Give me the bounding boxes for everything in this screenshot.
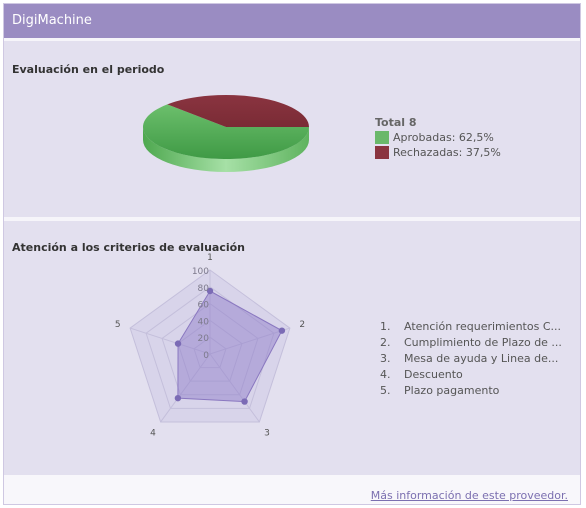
criteria-list-item: 3. Mesa de ayuda y Linea de... (380, 352, 559, 365)
radar-tick-label: 100 (192, 267, 209, 277)
legend-swatch (375, 131, 389, 144)
criteria-list: 1. Atención requerimientos C... 2. Cumplim… (380, 319, 562, 399)
radar-grid-ring (193, 336, 227, 369)
pie-slice-side (143, 127, 309, 172)
radar-tick-label: 0 (203, 351, 209, 361)
footer: Más información de este proveedor. (4, 475, 580, 504)
radar-tick-label: 20 (198, 334, 210, 344)
radar-tick-label: 40 (198, 317, 210, 327)
legend-swatch (375, 146, 389, 159)
radar-spoke (209, 353, 260, 423)
radar-data-point (174, 394, 182, 402)
radar-tick-label: 80 (198, 284, 210, 294)
criteria-list-item: 2. Cumplimiento de Plazo de ... (380, 336, 562, 349)
pie-slice-aprobadas (142, 104, 309, 159)
pie-slice-rechazadas (167, 95, 309, 127)
radar-data-point (174, 340, 182, 347)
legend-total: Total 8 (375, 116, 417, 129)
criteria-radar-chart: 0 20 40 60 80 100 1 2 3 4 5 (115, 253, 305, 438)
criteria-list-item: 5. Plazo pagamento (380, 384, 500, 397)
evaluation-title: Evaluación en el periodo (12, 63, 165, 76)
pie-legend: Total 8 Aprobadas: 62,5% Rechazadas: 37,… (375, 116, 501, 160)
radar-spoke (160, 353, 211, 423)
criteria-list-item: 4. Descuento (380, 368, 463, 381)
radar-spoke (129, 327, 211, 355)
radar-tick-label: 60 (198, 301, 210, 311)
legend-item: Rechazadas: 37,5% (375, 145, 501, 160)
radar-data-point (278, 327, 286, 334)
criteria-panel: Atención a los criterios de evaluación 0… (4, 221, 580, 475)
radar-grid-ring (161, 302, 259, 396)
radar-series-area (177, 290, 283, 403)
criteria-title: Atención a los criterios de evaluación (12, 241, 246, 254)
legend-label-rechazadas: Rechazadas: 37,5% (393, 146, 501, 159)
radar-axis-label: 1 (207, 253, 213, 263)
radar-axis-label: 5 (115, 320, 121, 330)
evaluation-panel: Evaluación en el periodo (4, 41, 580, 217)
radar-grid-ring (177, 319, 243, 382)
provider-card: DigiMachine Evaluación en el periodo (3, 3, 581, 505)
legend-item: Aprobadas: 62,5% (375, 130, 501, 145)
window-title: DigiMachine (4, 4, 580, 38)
more-info-link[interactable]: Más información de este proveedor. (370, 489, 568, 502)
radar-grid-ring (145, 286, 275, 409)
legend-label-aprobadas: Aprobadas: 62,5% (393, 131, 494, 144)
radar-axis-label: 4 (150, 428, 156, 438)
radar-axis-label: 2 (299, 320, 305, 330)
radar-spoke (209, 327, 291, 355)
evaluation-pie-chart (142, 95, 309, 172)
radar-data-point (241, 398, 248, 405)
radar-data-point (206, 287, 214, 295)
radar-axis-label: 3 (264, 428, 270, 438)
criteria-list-item: 1. Atención requerimientos C... (380, 320, 561, 333)
